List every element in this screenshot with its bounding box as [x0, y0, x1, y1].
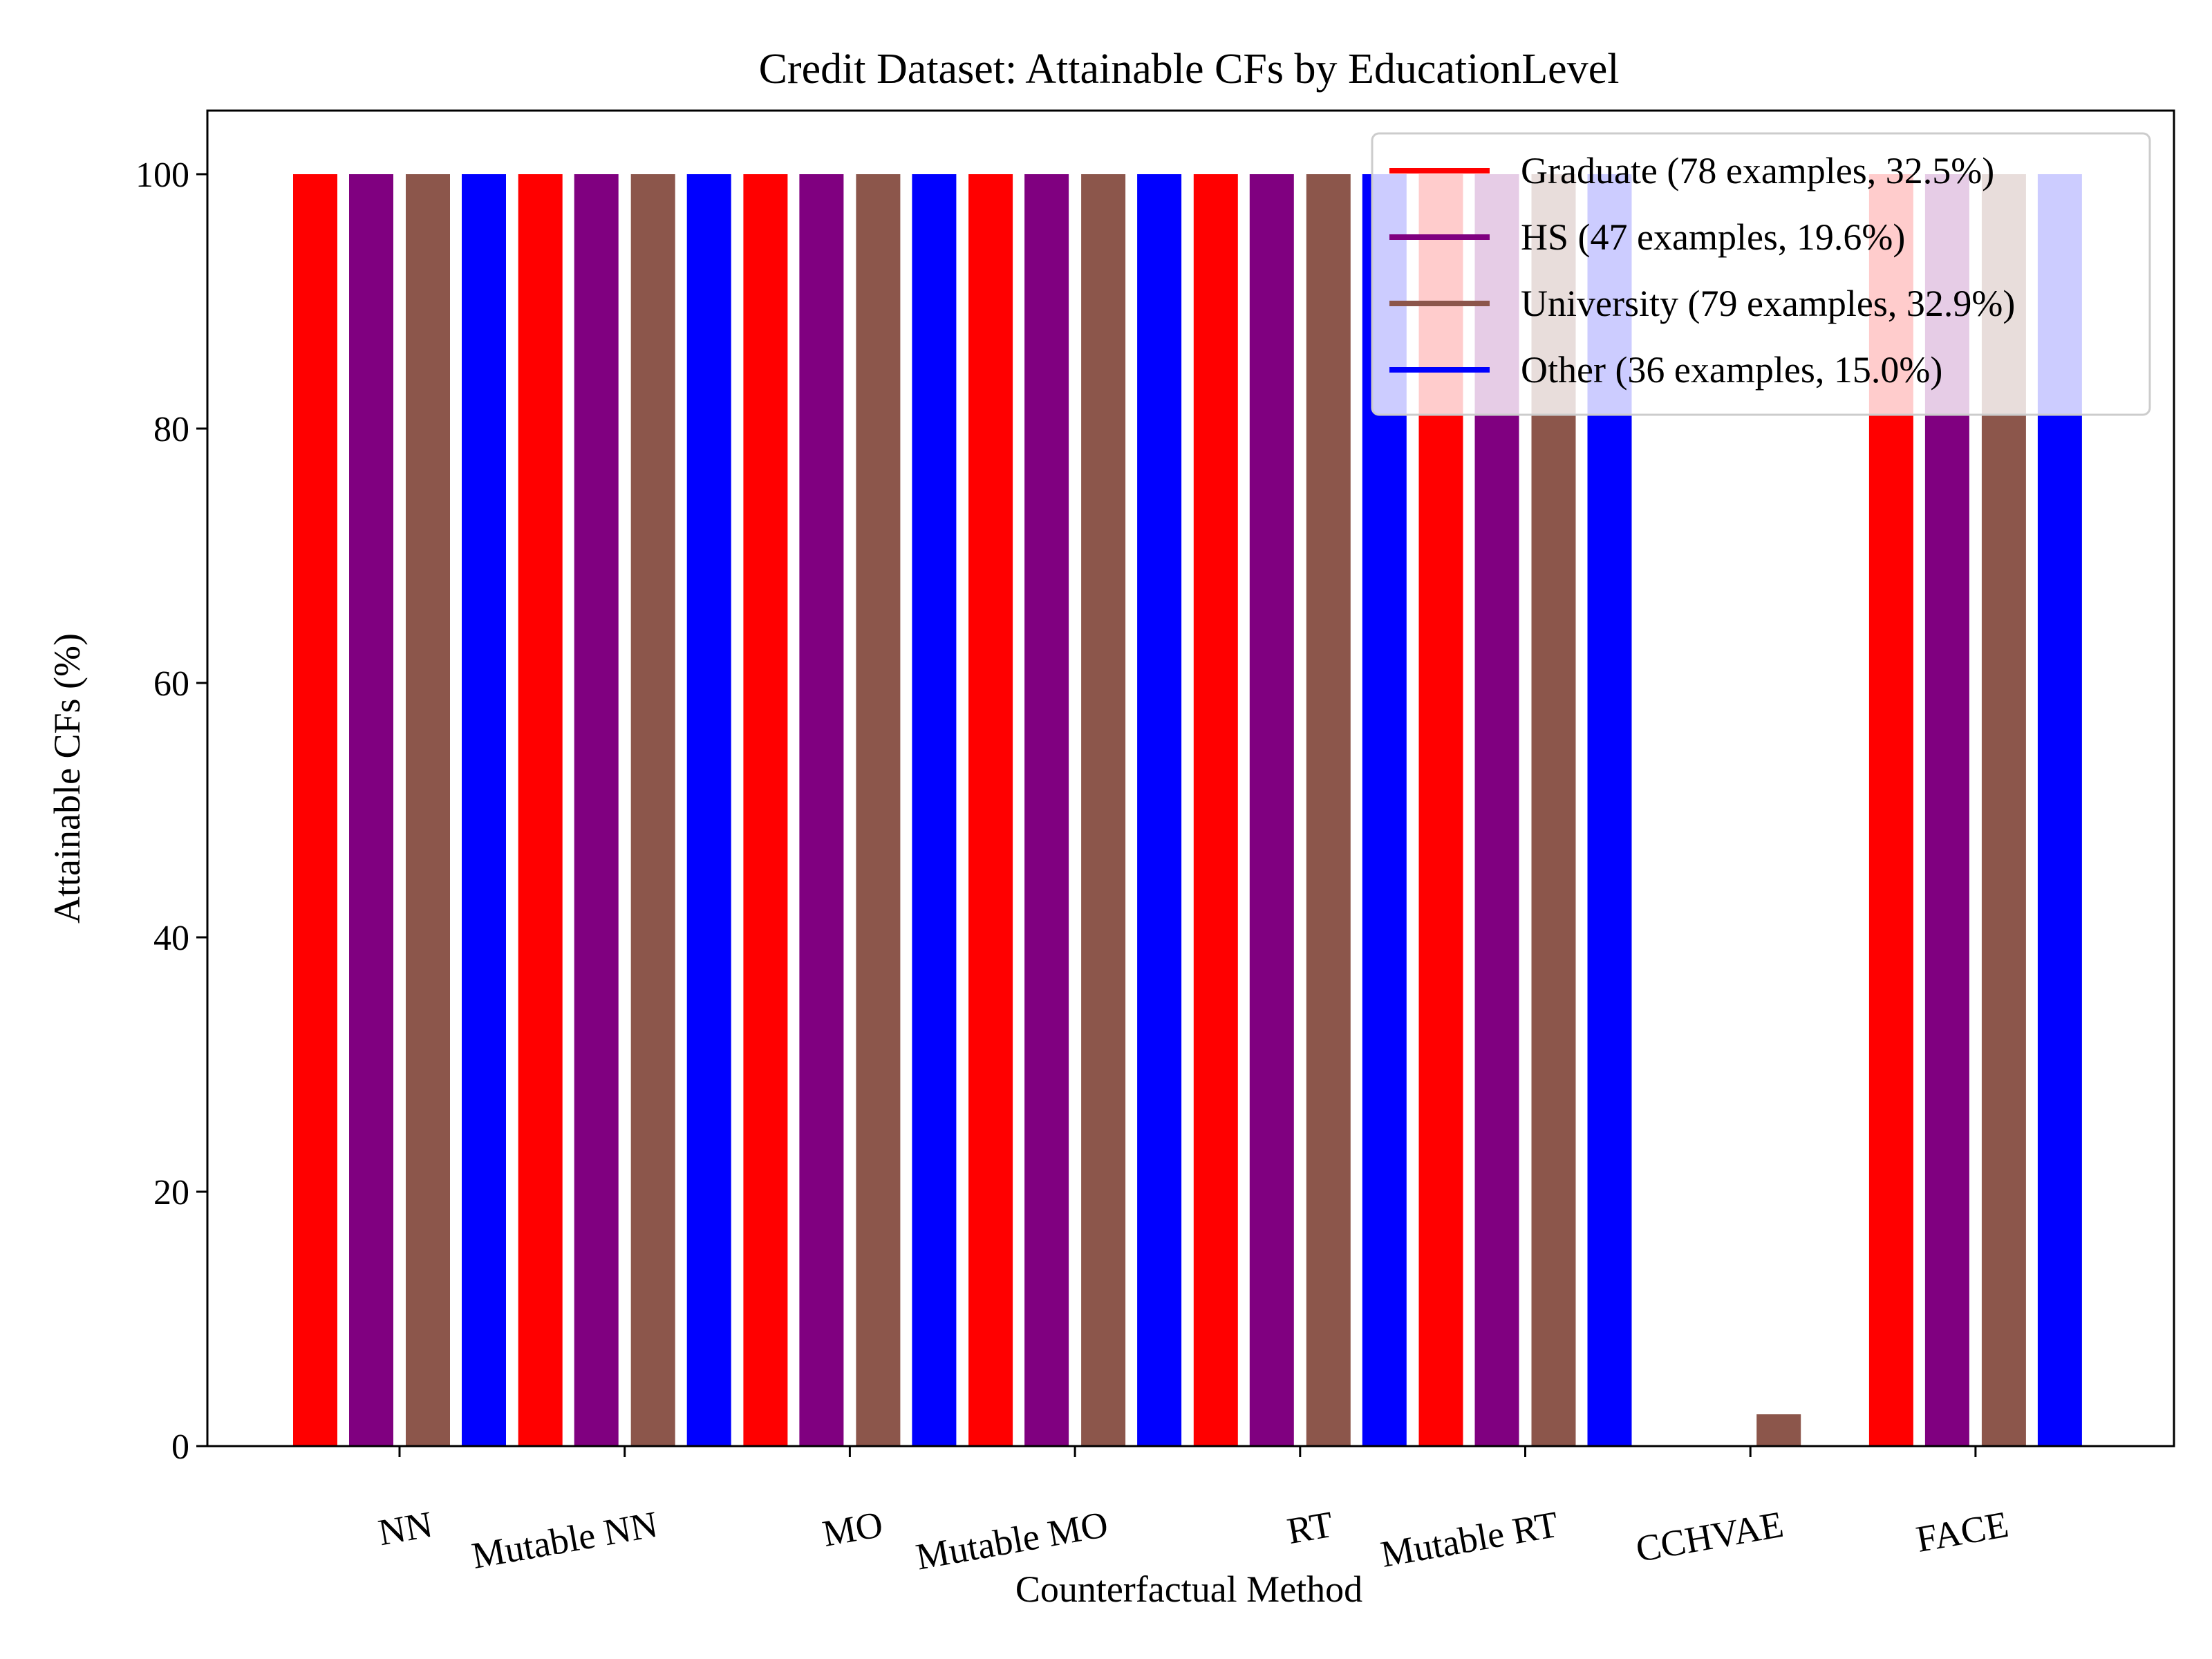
y-tick-label: 100 — [135, 156, 189, 195]
legend-label: Graduate (78 examples, 32.5%) — [1521, 150, 1994, 191]
x-tick-label: RT — [1284, 1503, 1336, 1553]
x-tick-label: FACE — [1913, 1503, 2012, 1560]
bar-4-1 — [1249, 174, 1294, 1446]
bar-1-3 — [686, 174, 731, 1446]
bar-0-2 — [406, 174, 450, 1446]
chart-title: Credit Dataset: Attainable CFs by Educat… — [759, 46, 1620, 93]
y-tick-label: 80 — [153, 410, 189, 449]
bar-4-0 — [1193, 174, 1238, 1446]
bars-group — [293, 174, 2082, 1446]
bar-3-3 — [1137, 174, 1182, 1446]
bar-0-1 — [349, 174, 393, 1446]
x-axis: NN Mutable NN MO Mutable MO RT Mutable RT CCHV… — [375, 1446, 2012, 1578]
y-axis: 0 20 40 60 80 100 — [135, 156, 207, 1467]
x-tick-label: MO — [819, 1503, 885, 1555]
y-axis-label: Attainable CFs (%) — [46, 633, 88, 924]
y-tick-label: 0 — [171, 1427, 189, 1467]
x-tick-label: Mutable NN — [469, 1503, 661, 1577]
bar-2-2 — [856, 174, 901, 1446]
legend: Graduate (78 examples, 32.5%) HS (47 exam… — [1371, 132, 2151, 416]
bar-6-2 — [1756, 1414, 1801, 1446]
legend-label: Other (36 examples, 15.0%) — [1521, 349, 1942, 391]
bar-3-1 — [1024, 174, 1069, 1446]
bar-0-0 — [293, 174, 337, 1446]
bar-1-1 — [574, 174, 619, 1446]
bar-2-3 — [912, 174, 957, 1446]
y-tick-label: 40 — [153, 919, 189, 958]
x-tick-label: CCHVAE — [1633, 1503, 1786, 1570]
bar-4-2 — [1306, 174, 1351, 1446]
bar-1-0 — [518, 174, 563, 1446]
x-tick-label: Mutable RT — [1378, 1503, 1562, 1575]
bar-0-3 — [462, 174, 506, 1446]
legend-frame — [1371, 132, 2151, 416]
y-tick-label: 20 — [153, 1173, 189, 1212]
legend-label: University (79 examples, 32.9%) — [1521, 283, 2015, 324]
x-tick-label: NN — [375, 1503, 435, 1554]
legend-label: HS (47 examples, 19.6%) — [1521, 216, 1905, 258]
x-tick-label: Mutable MO — [913, 1503, 1112, 1578]
bar-3-2 — [1081, 174, 1126, 1446]
bar-1-2 — [630, 174, 675, 1446]
x-axis-label: Counterfactual Method — [1015, 1568, 1362, 1610]
plot-area-frame — [206, 109, 2175, 1447]
y-tick-label: 60 — [153, 664, 189, 704]
bar-3-0 — [968, 174, 1013, 1446]
bar-2-0 — [743, 174, 788, 1446]
bar-2-1 — [799, 174, 844, 1446]
